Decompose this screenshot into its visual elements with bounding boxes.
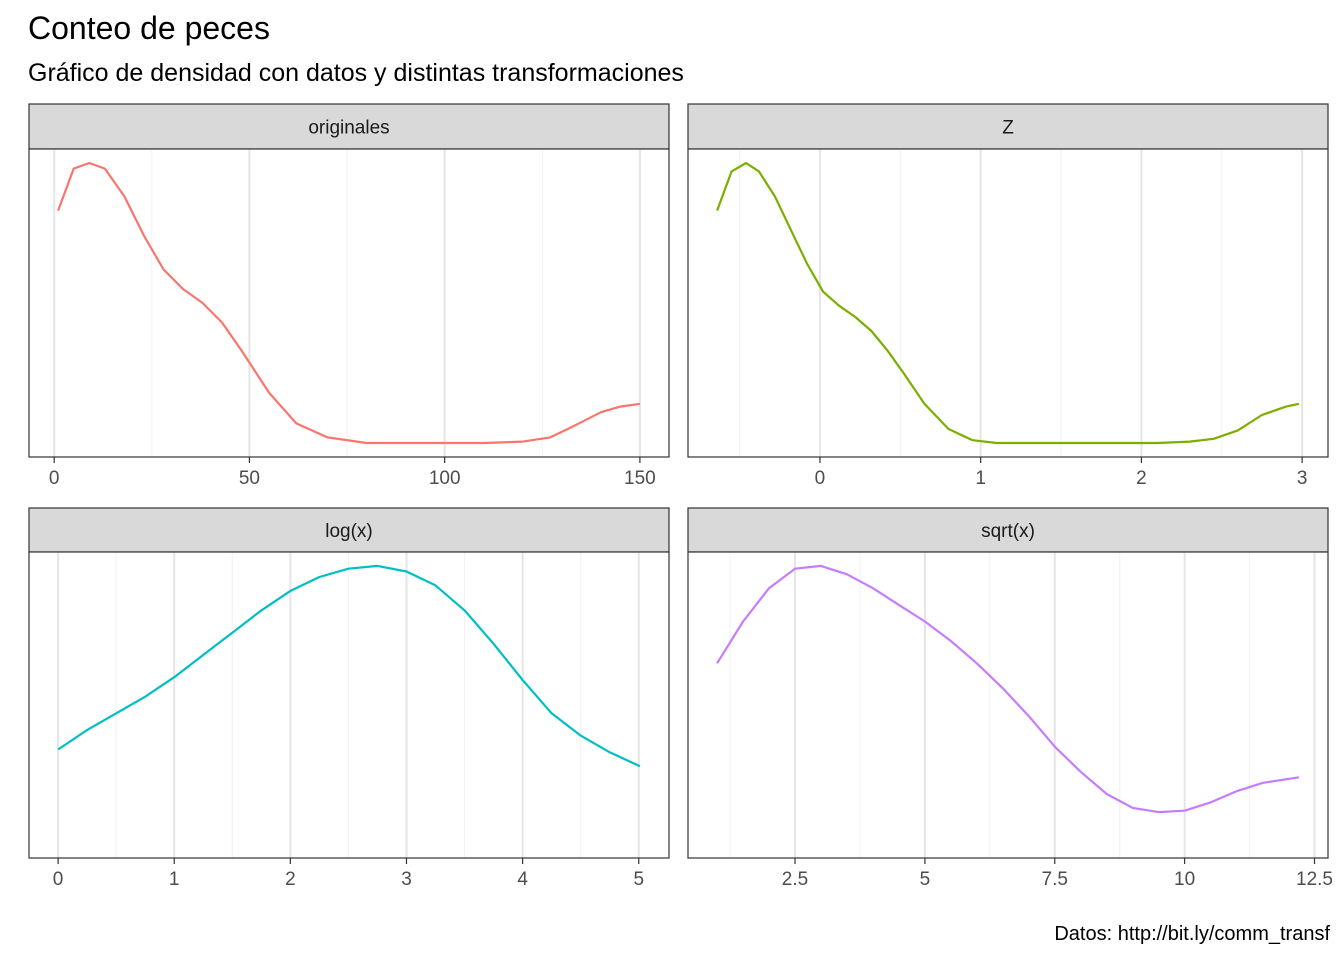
density-line xyxy=(716,161,1300,445)
panel-background xyxy=(688,149,1328,457)
panel-border xyxy=(28,148,670,458)
x-tick-label: 0 xyxy=(53,869,64,890)
x-tick-label: 1 xyxy=(975,468,986,489)
density-line xyxy=(57,564,641,768)
x-tick-label: 7.5 xyxy=(1042,869,1068,890)
facet-sqrt-x: sqrt(x) 2.5 5 7.5 10 12.5 xyxy=(687,507,1333,890)
facet-strip xyxy=(28,507,670,553)
x-tick-label: 50 xyxy=(239,468,260,489)
panel-border xyxy=(687,148,1329,458)
x-tick-label: 2 xyxy=(1136,468,1147,489)
facet-strip-label: originales xyxy=(308,118,389,139)
x-tick-label: 4 xyxy=(517,869,528,890)
x-tick-label: 150 xyxy=(624,468,656,489)
panel-background xyxy=(29,149,669,457)
facet-z: Z 0 1 2 3 xyxy=(687,103,1329,489)
x-tick-label: 12.5 xyxy=(1296,869,1333,890)
panel-border xyxy=(28,551,670,859)
panel-background xyxy=(688,552,1328,858)
density-line xyxy=(716,564,1300,814)
panel-background xyxy=(29,552,669,858)
facet-strip xyxy=(687,103,1329,150)
x-tick-label: 0 xyxy=(815,468,826,489)
x-tick-label: 5 xyxy=(633,869,644,890)
panel-border xyxy=(687,551,1329,859)
x-tick-label: 3 xyxy=(1297,468,1308,489)
facet-strip-label: sqrt(x) xyxy=(981,521,1035,542)
x-tick-label: 5 xyxy=(920,869,931,890)
facet-strip-label: Z xyxy=(1002,118,1014,139)
x-tick-label: 100 xyxy=(429,468,461,489)
facet-originales: originales 0 50 100 150 xyxy=(28,103,670,489)
x-tick-label: 1 xyxy=(169,869,180,890)
x-tick-label: 2.5 xyxy=(782,869,808,890)
x-tick-label: 10 xyxy=(1174,869,1195,890)
x-tick-label: 0 xyxy=(49,468,60,489)
figure-subtitle: Gráfico de densidad con datos y distinta… xyxy=(28,59,684,87)
x-tick-label: 2 xyxy=(285,869,296,890)
x-tick-label: 3 xyxy=(401,869,412,890)
density-line xyxy=(57,161,641,445)
facet-log-x: log(x) 0 1 2 3 4 5 xyxy=(28,507,670,890)
figure-caption: Datos: http://bit.ly/comm_transf xyxy=(1054,923,1330,945)
figure-title: Conteo de peces xyxy=(28,10,270,46)
facet-strip-label: log(x) xyxy=(325,521,373,542)
